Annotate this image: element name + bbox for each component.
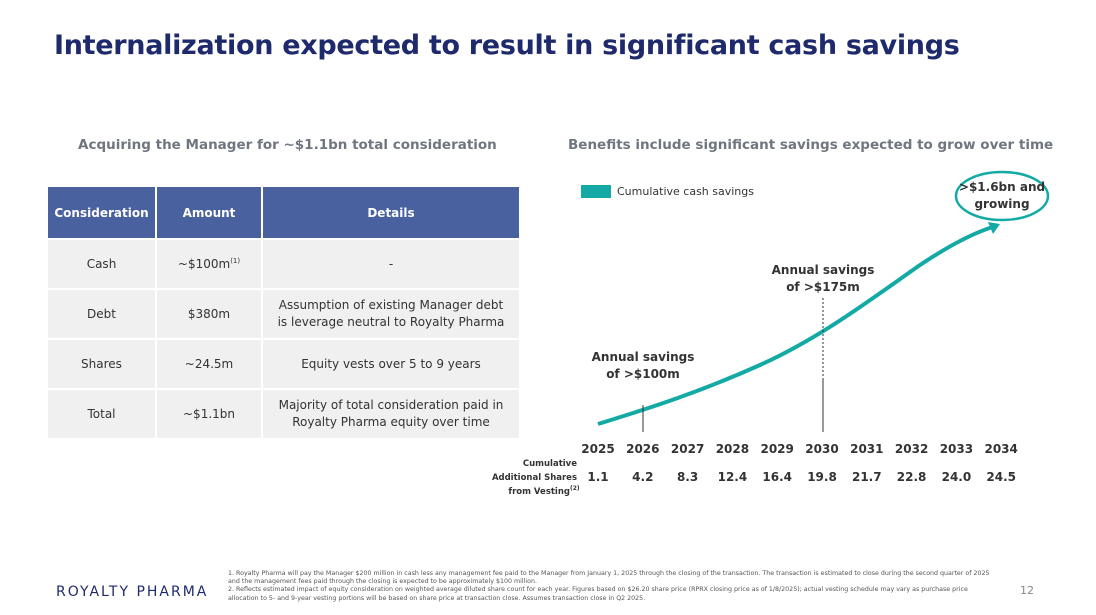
year-label: 2034: [984, 442, 1017, 456]
page-number: 12: [1020, 584, 1034, 597]
column-header: Consideration: [48, 187, 157, 238]
table-row: Shares ~24.5m Equity vests over 5 to 9 yea…: [48, 340, 521, 388]
title: Internalization expected to result in si…: [54, 30, 960, 61]
shares-value: 8.3: [677, 470, 698, 484]
amount: ~$1.1bn: [183, 406, 235, 421]
footnotes: 1. Royalty Pharma will pay the Manager $…: [228, 570, 998, 603]
shares-value: 24.0: [942, 470, 972, 484]
shares-value: 24.5: [986, 470, 1016, 484]
details-cell: Assumption of existing Manager debt is l…: [263, 290, 521, 338]
shares-label: Cumulative Additional Shares from Vestin…: [0, 0, 577, 497]
table-row: Debt $380m Assumption of existing Manager …: [48, 290, 521, 338]
year-label: 2029: [760, 442, 793, 456]
details-cell: Majority of total consideration paid in …: [263, 390, 521, 438]
left-heading: Acquiring the Manager for ~$1.1bn total …: [78, 137, 497, 153]
year-label: 2028: [716, 442, 749, 456]
year-label: 2031: [850, 442, 883, 456]
savings-line: [597, 224, 997, 426]
arrow-head: [988, 222, 1000, 234]
callout-ellipse: [954, 170, 1050, 222]
consideration-cell: Debt: [48, 290, 157, 338]
shares-value: 4.2: [632, 470, 653, 484]
shares-value: 19.8: [807, 470, 837, 484]
amount: ~$100m: [177, 256, 231, 271]
year-label: 2027: [671, 442, 704, 456]
table-row: Total ~$1.1bn Majority of total considerat…: [48, 390, 521, 438]
shares-value: 22.8: [897, 470, 927, 484]
consideration-cell: Total: [48, 390, 157, 438]
column-header: Details: [263, 187, 521, 238]
column-header: Amount: [157, 187, 263, 238]
callout-2026: Annual savings of >$100m: [592, 350, 695, 381]
amount: ~24.5m: [184, 356, 234, 371]
amount-cell: ~$1.1bn: [157, 390, 263, 438]
amount-cell: ~24.5m: [157, 340, 263, 388]
year-label: 2030: [805, 442, 838, 456]
shares-value: 12.4: [718, 470, 748, 484]
logo: ROYALTY PHARMA: [56, 584, 209, 600]
amount: $380m: [187, 306, 231, 321]
amount-cell: ~$100m(1): [157, 240, 263, 288]
legend-label: Cumulative cash savings: [617, 185, 754, 198]
footnote: 1. Royalty Pharma will pay the Manager $…: [228, 570, 990, 586]
consideration-cell: Cash: [48, 240, 157, 288]
right-heading: Benefits include significant savings exp…: [568, 137, 1054, 153]
details-cell: -: [263, 240, 521, 288]
table-row: Cash ~$100m(1) -: [48, 240, 521, 288]
footnote: 2. Reflects estimated impact of equity c…: [228, 586, 968, 602]
shares-value: 21.7: [852, 470, 882, 484]
shares-value: 16.4: [762, 470, 792, 484]
callout-total: >$1.6bn and growing: [959, 180, 1045, 211]
consideration-cell: Shares: [48, 340, 157, 388]
year-label: 2025: [581, 442, 614, 456]
details-cell: Equity vests over 5 to 9 years: [263, 340, 521, 388]
callout-2030: Annual savings of >$175m: [772, 263, 875, 294]
year-label: 2033: [940, 442, 973, 456]
consideration-table: Consideration Amount Details Cash ~$100m(1) -…: [48, 185, 521, 440]
legend-swatch: [581, 185, 611, 198]
year-label: 2032: [895, 442, 928, 456]
shares-note: (2): [570, 485, 580, 492]
year-label: 2026: [626, 442, 659, 456]
amount-note: (1): [230, 256, 241, 265]
shares-value: 1.1: [587, 470, 608, 484]
amount-cell: $380m: [157, 290, 263, 338]
